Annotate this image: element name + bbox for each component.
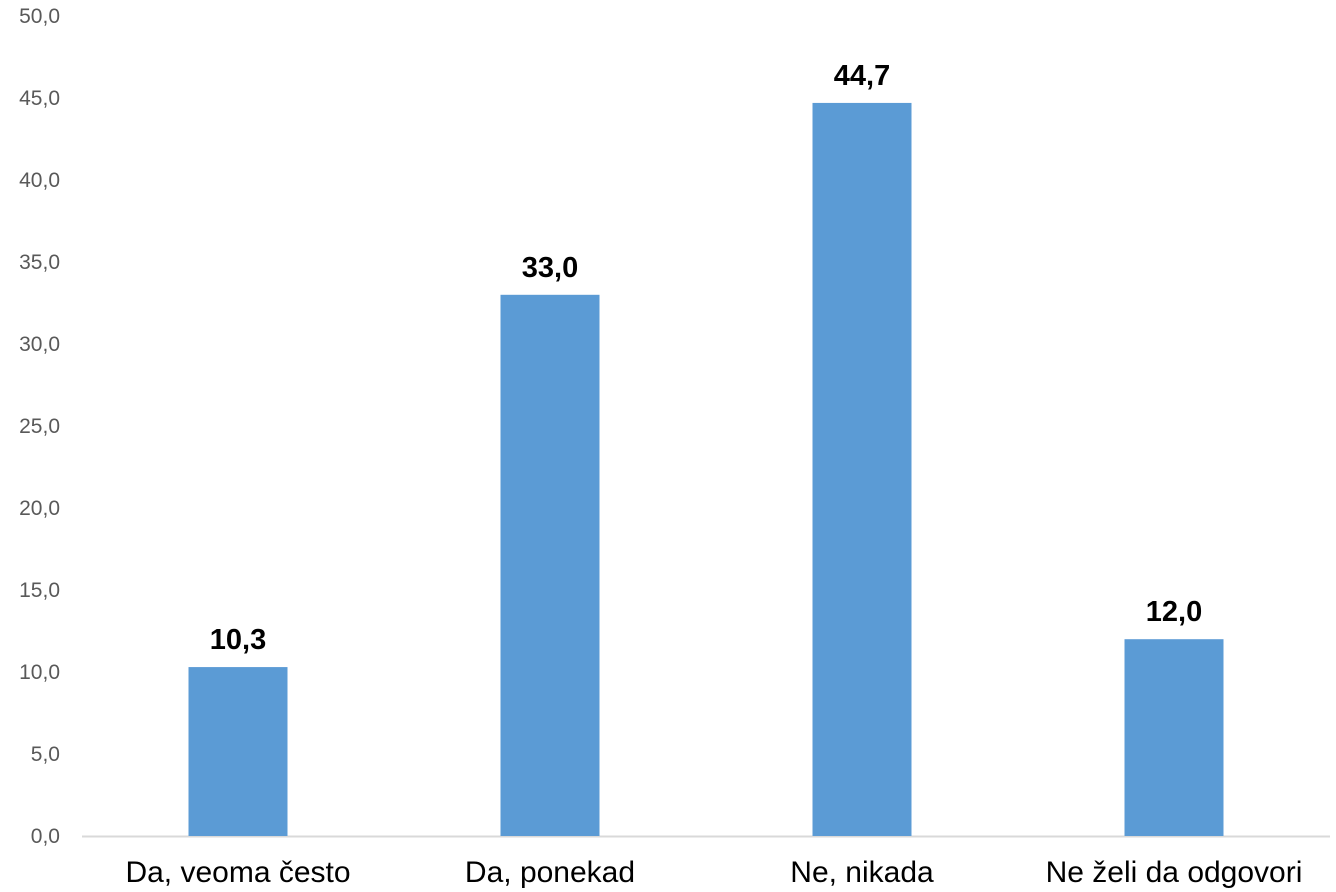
y-tick-label: 20,0: [19, 497, 60, 520]
x-axis-tick-labels: Da, veoma često Da, ponekad Ne, nikada Ne ž…: [125, 856, 1302, 889]
y-tick-label: 40,0: [19, 169, 60, 192]
bar: [1124, 639, 1224, 836]
bar: [812, 102, 912, 837]
data-label: 44,7: [834, 60, 890, 92]
x-tick-label: Ne, nikada: [790, 856, 934, 889]
data-label: 33,0: [522, 252, 578, 284]
bar: [500, 294, 600, 836]
y-tick-label: 0,0: [31, 825, 60, 848]
bars: [188, 102, 1224, 837]
y-tick-label: 25,0: [19, 415, 60, 438]
x-tick-label: Da, ponekad: [465, 856, 635, 889]
y-axis-tick-labels: 0,0 5,0 10,0 15,0 20,0 25,0 30,0 35,0 40,0 45,0 50…: [19, 5, 60, 848]
y-tick-label: 45,0: [19, 87, 60, 110]
y-tick-label: 5,0: [31, 743, 60, 766]
y-tick-label: 10,0: [19, 661, 60, 684]
x-tick-label: Ne želi da odgovori: [1046, 856, 1303, 889]
y-tick-label: 15,0: [19, 579, 60, 602]
bar: [188, 667, 288, 836]
y-tick-label: 35,0: [19, 251, 60, 274]
data-label: 12,0: [1146, 596, 1202, 628]
x-tick-label: Da, veoma često: [125, 856, 350, 889]
y-tick-label: 50,0: [19, 5, 60, 28]
data-labels: 10,3 33,0 44,7 12,0: [210, 60, 1202, 656]
y-tick-label: 30,0: [19, 333, 60, 356]
data-label: 10,3: [210, 624, 266, 656]
